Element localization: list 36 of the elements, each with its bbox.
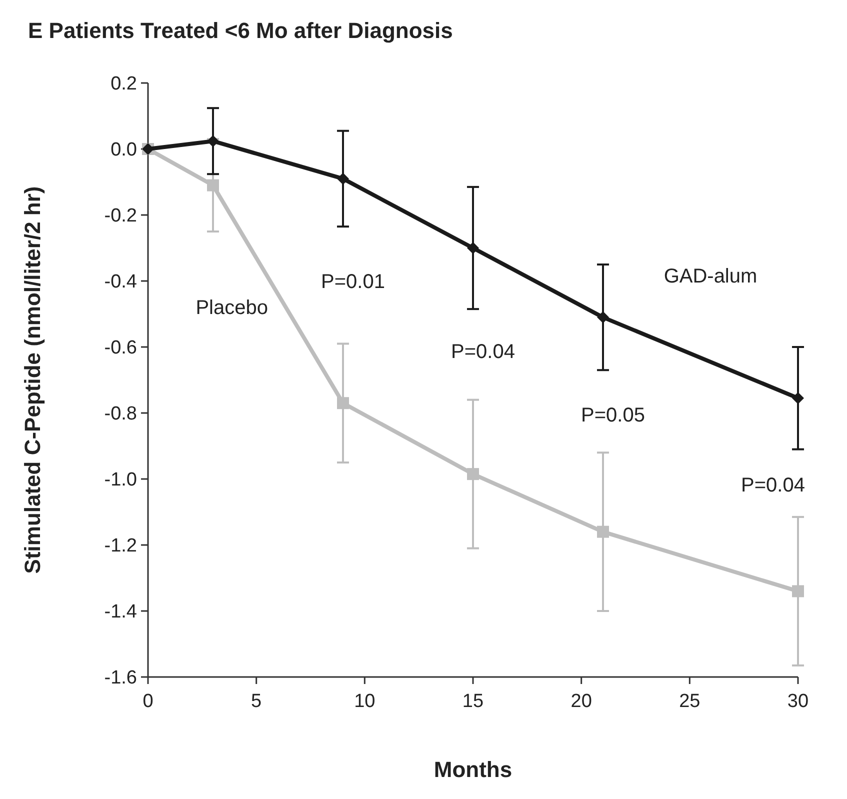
y-tick-label: -0.2 <box>104 206 137 227</box>
point <box>207 135 219 148</box>
x-axis-title: Months <box>434 757 512 782</box>
x-tick-label: 10 <box>354 691 376 712</box>
point <box>337 397 349 410</box>
y-tick-label: -1.6 <box>104 668 137 689</box>
series-label: Placebo <box>196 297 268 320</box>
y-tick-label: -0.6 <box>104 338 137 359</box>
y-tick-label: -1.4 <box>104 602 138 623</box>
x-tick-label: 30 <box>787 691 809 712</box>
point <box>597 311 609 324</box>
annotation: P=0.04 <box>451 341 515 364</box>
y-tick-label: -1.0 <box>104 470 137 491</box>
y-tick-label: -0.8 <box>104 404 137 425</box>
point <box>207 179 219 192</box>
point <box>792 392 804 404</box>
x-tick-label: 5 <box>251 691 262 712</box>
point <box>792 585 804 598</box>
annotation: P=0.04 <box>741 474 805 497</box>
y-tick-label: -0.4 <box>104 272 138 293</box>
y-tick-label: 0.2 <box>110 74 137 95</box>
point <box>467 242 479 254</box>
x-tick-label: 0 <box>142 691 154 712</box>
chart-title: E Patients Treated <6 Mo after Diagnosis <box>28 18 453 43</box>
annotation: P=0.01 <box>321 270 385 293</box>
x-tick-label: 20 <box>570 691 592 712</box>
y-tick-label: 0.0 <box>110 140 137 161</box>
y-axis-title: Stimulated C-Peptide (nmol/liter/2 hr) <box>20 186 45 574</box>
annotation: P=0.05 <box>581 404 645 427</box>
x-tick-label: 15 <box>462 691 484 712</box>
point <box>597 526 609 538</box>
y-tick-label: -1.2 <box>104 536 137 557</box>
x-tick-label: 25 <box>679 691 700 712</box>
point <box>337 172 349 185</box>
point <box>467 468 479 480</box>
text: GAD-alum <box>664 266 758 288</box>
